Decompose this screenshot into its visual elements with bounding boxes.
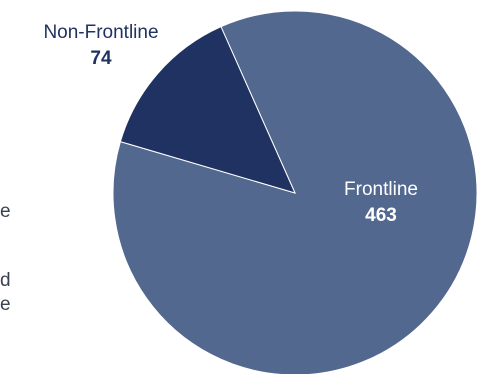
slice-value-non-frontline: 74 — [90, 48, 112, 69]
pie-slice-non-frontline — [119, 26, 296, 194]
slice-label-non-frontline: Non-Frontline — [43, 22, 158, 43]
slice-label-frontline: Frontline — [344, 179, 418, 200]
cropped-text-fragment-1: e — [0, 201, 11, 222]
cropped-text-fragment-2: d — [0, 270, 11, 291]
slice-value-frontline: 463 — [365, 205, 397, 226]
cropped-text-fragment-3: e — [0, 294, 11, 315]
